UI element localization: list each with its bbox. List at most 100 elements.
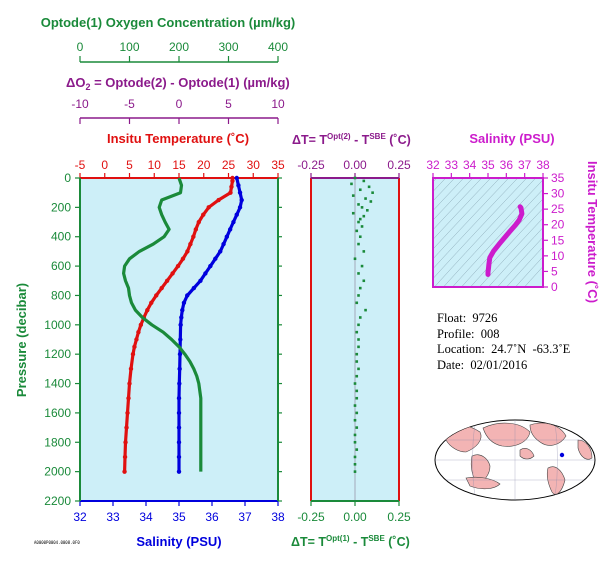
delta-o2-label-part-1: ΔO [66,75,85,90]
temperature-point [193,227,199,232]
temperature-point [191,234,196,239]
oxygen-tick-label: 400 [268,40,288,54]
salinity-point [221,241,226,247]
ts-density-contour [433,178,474,221]
temperature-point [145,307,150,313]
salinity-tick-label: 38 [271,510,285,524]
salinity-point [234,212,239,217]
location-row: Location: 24.7˚N -63.3˚E [437,342,570,358]
ts-temperature-tick-label: 25 [551,202,565,216]
ts-curve [485,204,525,277]
date-label: Date: [437,357,465,372]
temperature-point [159,285,164,291]
delta-t-point [364,308,367,312]
salinity-point [177,351,183,357]
temperature-point [130,351,136,357]
float-label: Float: [437,311,467,325]
pressure-axis-label: Pressure (decibar) [14,283,29,397]
salinity-point [203,271,208,276]
pressure-tick-label: 800 [51,288,71,302]
salinity-point [236,183,241,188]
temperature-point [170,271,175,276]
salinity-point [178,337,183,342]
delta-t-top-part-2: - T [351,133,370,147]
delta-t-point [351,211,355,215]
ts-density-contour [433,178,483,231]
temperature-point [196,219,201,225]
salinity-point [179,315,184,320]
ts-diagram-panel: Salinity (PSU) 32 33 34 35 36 37 3805101520253… [426,131,600,303]
delta-t-point [366,209,369,212]
oxygen-profile-line [121,177,203,472]
salinity-point [176,440,182,445]
ts-density-contour [497,236,543,287]
delta-t-point [353,440,357,444]
delta-o2-tick-label: -10 [71,97,89,111]
delta-t-point [369,200,373,203]
temperature-point [122,469,127,474]
pressure-tick-label: 400 [51,230,71,244]
temperature-point [125,410,130,416]
ts-temperature-tick-label: 35 [551,171,565,185]
temperature-point [185,249,190,254]
temperature-point [128,366,134,372]
ts-salinity-tick-label: 34 [463,158,477,172]
delta-o2-tick-label: -5 [124,97,135,111]
ts-salinity-tick-label: 33 [445,158,459,172]
temperature-axis-label: Insitu Temperature (˚C) [107,131,249,146]
delta-t-point [360,264,364,268]
salinity-point [218,249,223,254]
temperature-point [138,322,144,328]
delta-t-point [353,462,357,466]
temperature-tick-label: 5 [126,158,133,172]
pressure-tick-label: 200 [51,200,71,214]
ts-density-contour [515,256,543,287]
ts-density-contour [433,178,528,279]
oxygen-tick-label: 300 [218,40,238,54]
delta-t-bottom-part-1: ΔT= T [291,535,326,549]
location-value: 24.7˚N -63.3˚E [491,342,571,356]
delta-t-bottom-sup-1: Opt(1) [326,534,350,543]
delta-t-point [355,352,359,356]
delta-t-point [358,217,362,221]
temperature-tick-label: 30 [247,158,261,172]
delta-o2-axis: ΔO2 = Optode(2) - Optode(1) (µm/kg) -10 -… [66,75,290,124]
salinity-point [224,234,230,239]
delta-t-point [357,242,360,246]
ts-density-contour [433,178,510,260]
salinity-tick-label: 35 [172,510,186,524]
ts-density-contour [488,227,543,287]
delta-t-point [362,214,366,218]
temperature-point [164,278,170,283]
delta-t-point [362,279,366,283]
ts-density-contour [479,217,543,287]
float-info: Float: 9726 Profile: 008 Location: 24.7˚… [437,311,570,373]
delta-t-bottom-tick-label: -0.25 [297,510,325,524]
delta-t-point [350,182,353,186]
salinity-point [176,410,182,416]
delta-t-top-label: ΔT= TOpt(2) - TSBE (˚C) [292,132,411,147]
salinity-point [176,425,182,430]
delta-t-point [364,197,367,200]
ts-temperature-tick-label: 0 [551,280,558,294]
temperature-point [229,184,234,190]
temperature-point [201,212,206,217]
delta-t-point [353,257,357,261]
ts-salinity-tick-label: 38 [536,158,550,172]
salinity-tick-label: 32 [73,510,87,524]
delta-o2-label-subscript: 2 [85,82,90,92]
delta-t-point [358,316,362,319]
temperature-point [206,205,211,210]
salinity-axis-label: Salinity (PSU) [136,534,221,549]
delta-t-point [353,433,357,437]
salinity-point [176,454,182,460]
delta-t-point [357,203,360,206]
delta-t-top-tick-label: -0.25 [297,158,325,172]
oxygen-tick-label: 0 [77,40,84,54]
ts-density-contour [433,178,447,192]
ts-temperature-label: Insitu Temperature (˚C) [585,161,600,303]
pressure-tick-label: 1800 [44,435,71,449]
ts-density-contour [433,178,465,211]
ts-density-contour [506,246,543,287]
delta-t-bottom-part-3: (˚C) [385,535,410,549]
